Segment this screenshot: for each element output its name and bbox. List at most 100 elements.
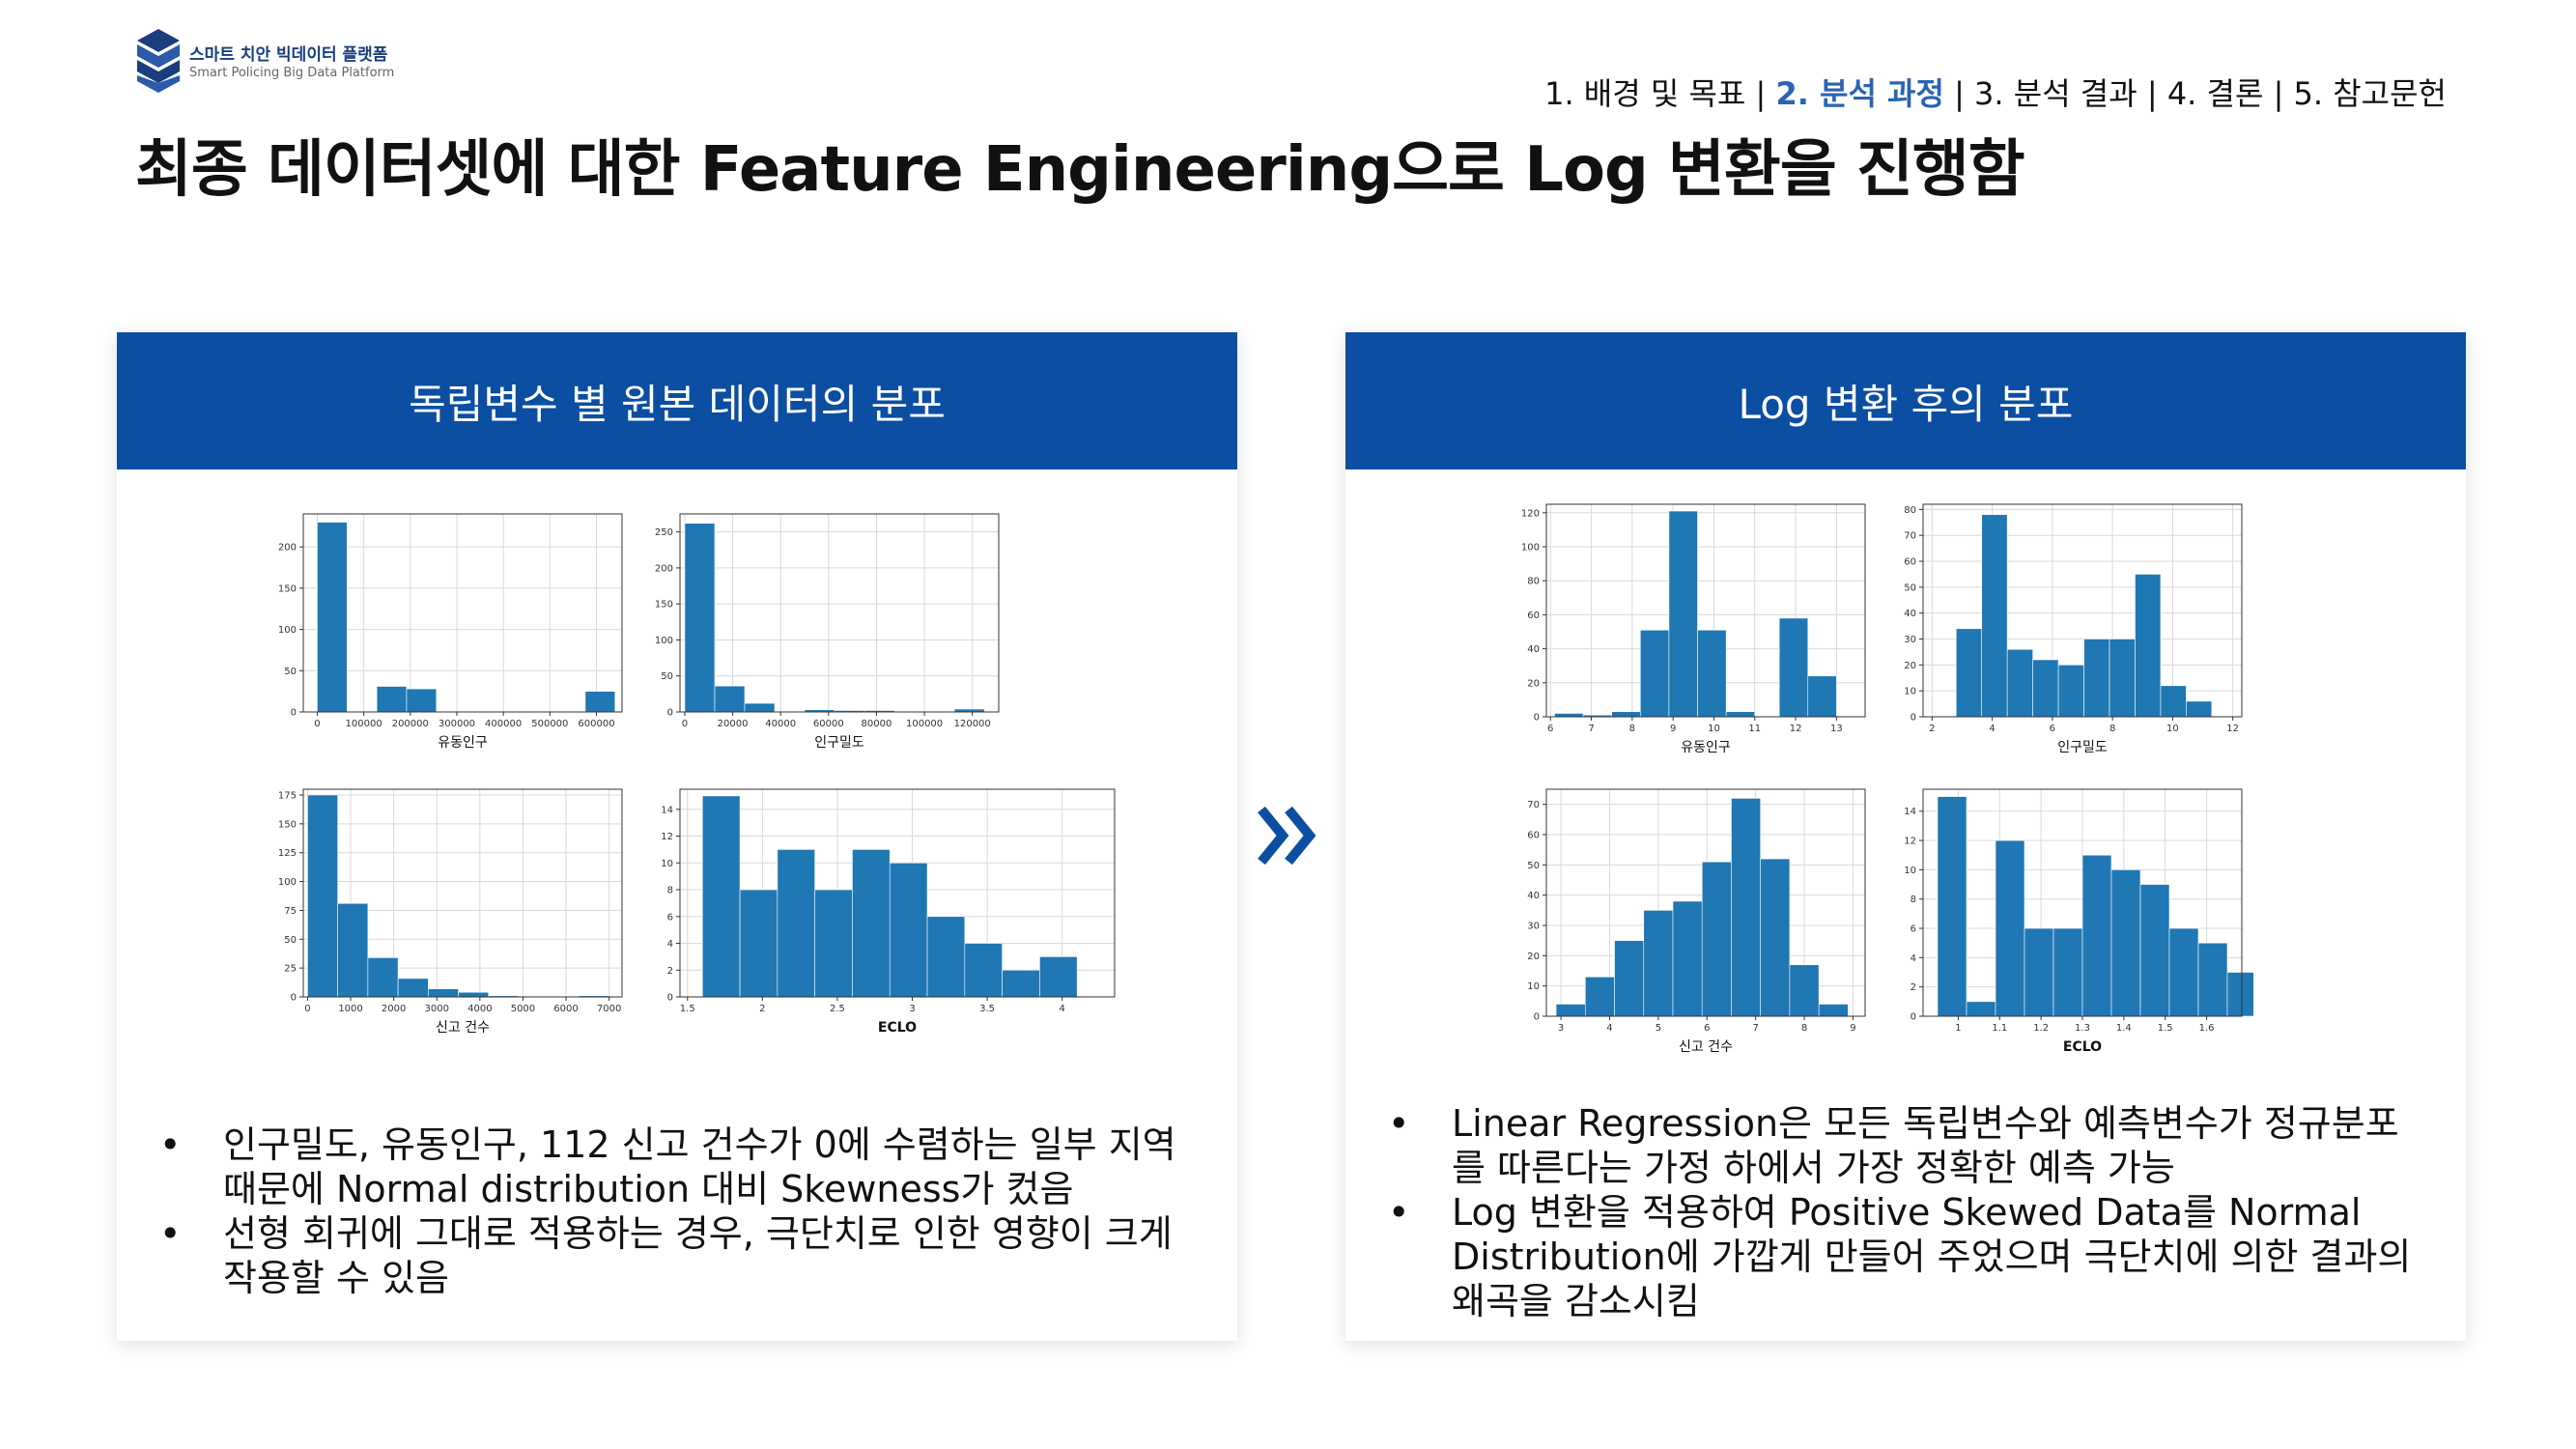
y-tick-label: 80 [1527,577,1540,587]
x-tick-label: 3 [1558,1023,1564,1034]
x-tick-label: 1.2 [2033,1023,2049,1034]
nav-item-analysis-results[interactable]: 3. 분석 결과 [1974,75,2137,112]
y-tick-label: 30 [1904,635,1916,645]
bullet-item: Log 변환을 적용하여 Positive Skewed Data를 Norma… [1345,1190,2418,1323]
y-tick-label: 0 [291,708,297,719]
x-tick-label: 1 [1955,1023,1961,1034]
y-tick-label: 0 [1911,1012,1916,1023]
y-tick-label: 8 [667,886,673,896]
y-tick-label: 50 [284,935,297,946]
histogram-bar [889,862,928,998]
histogram-bar [1995,839,2025,1017]
y-tick-label: 10 [1904,866,1916,876]
y-tick-label: 20 [1527,678,1540,689]
y-tick-label: 100 [655,636,673,646]
x-tick-label: 80000 [862,719,892,729]
x-axis-label: 신고 건수 [436,1020,490,1036]
y-tick-label: 10 [1527,981,1540,992]
histogram-bar [1614,940,1645,1017]
y-tick-label: 4 [1911,953,1916,964]
histogram-bar [852,849,891,998]
y-tick-label: 125 [278,848,297,859]
y-tick-label: 50 [661,671,673,682]
histogram-bar [1672,900,1703,1017]
x-tick-label: 2 [759,1004,765,1014]
x-tick-label: 7000 [597,1004,621,1014]
x-axis-label: 인구밀도 [814,735,864,751]
double-chevron-right-icon [1258,806,1316,866]
x-tick-label: 6000 [553,1004,578,1014]
histogram-bar [1725,711,1756,718]
histogram-floating-population: 0 100000 200000 300000 400000 500000 600000 0 50… [278,513,623,751]
histogram-bar [2197,942,2228,1017]
nav-item-background[interactable]: 1. 배경 및 목표 [1544,75,1746,112]
y-tick-label: 50 [284,667,297,677]
x-tick-label: 4 [1606,1023,1612,1034]
y-tick-label: 0 [1534,713,1540,724]
bullet-list: Linear Regression은 모든 독립변수와 예측변수가 정규분포를 … [1345,1101,2418,1323]
x-tick-label: 4 [1060,1004,1065,1014]
panel-header: 독립변수 별 원본 데이터의 분포 [117,332,1237,469]
histogram-bar [744,702,776,713]
panel-header: Log 변환 후의 분포 [1345,332,2466,469]
y-tick-label: 150 [655,600,673,611]
y-tick-label: 10 [661,859,673,869]
x-tick-label: 12 [1790,724,1802,734]
histogram-bar [428,988,459,998]
y-tick-label: 200 [278,543,297,554]
histogram-bar [337,902,369,998]
logo-name: 스마트 치안 빅데이터 플랫폼 [189,45,388,65]
histogram-bar [1981,514,2008,718]
y-tick-label: 14 [1904,807,1916,817]
y-tick-label: 40 [1904,609,1916,619]
plot-frame [679,788,1116,998]
histogram-bar [684,523,716,713]
histogram-bar [406,688,438,713]
y-tick-label: 0 [667,993,673,1004]
y-tick-label: 8 [1911,895,1916,905]
x-tick-label: 5 [1656,1023,1661,1034]
histogram-bar [1668,510,1698,718]
histogram-bar [1818,1004,1849,1017]
nav-separator: | [2146,75,2167,112]
y-tick-label: 4 [667,939,673,950]
x-tick-label: 12 [2226,724,2239,734]
x-tick-label: 8 [1801,1023,1807,1034]
nav-item-conclusion[interactable]: 4. 결론 [2166,75,2264,112]
y-tick-label: 100 [1521,543,1540,554]
nav-separator: | [2273,75,2294,112]
x-tick-label: 6 [1547,724,1553,734]
logo-mark-icon [137,29,180,93]
y-tick-label: 60 [1527,831,1540,841]
y-tick-label: 25 [284,964,297,975]
y-tick-label: 0 [291,993,297,1004]
x-tick-label: 1.3 [2075,1023,2090,1034]
original-distribution-panel: 독립변수 별 원본 데이터의 분포 0 100000 200000 300000 400… [117,332,1237,1341]
x-axis-label: 유동인구 [1681,740,1731,755]
x-axis-label: ECLO [2063,1039,2102,1055]
x-tick-label: 0 [682,719,688,729]
nav-item-analysis-process[interactable]: 2. 분석 과정 [1775,75,1944,112]
histogram-bar [1611,711,1641,718]
histogram-bar [584,691,616,713]
histogram-bar [2168,927,2199,1017]
histogram-bar [814,889,853,998]
y-tick-label: 80 [1904,505,1916,516]
x-tick-label: 4 [1989,724,1995,734]
y-tick-label: 14 [661,805,673,815]
x-tick-label: 6 [1704,1023,1710,1034]
histogram-bar [1966,1001,1996,1017]
histogram-log-report-count: 3 4 5 6 7 8 9 0 10 20 30 40 50 60 70 신고 건수 [1527,788,1866,1055]
x-axis-label: 인구밀도 [2057,740,2108,755]
histogram-bar [714,685,746,713]
y-tick-label: 120 [1521,508,1540,519]
x-tick-label: 7 [1752,1023,1758,1034]
nav-item-references[interactable]: 5. 참고문헌 [2293,75,2447,112]
x-axis-label: 유동인구 [438,735,488,751]
histogram-bar [307,794,338,998]
y-tick-label: 40 [1527,644,1540,655]
y-tick-label: 50 [1527,861,1540,871]
y-tick-label: 2 [667,966,673,977]
y-tick-label: 2 [1911,982,1916,993]
x-tick-label: 9 [1850,1023,1855,1034]
